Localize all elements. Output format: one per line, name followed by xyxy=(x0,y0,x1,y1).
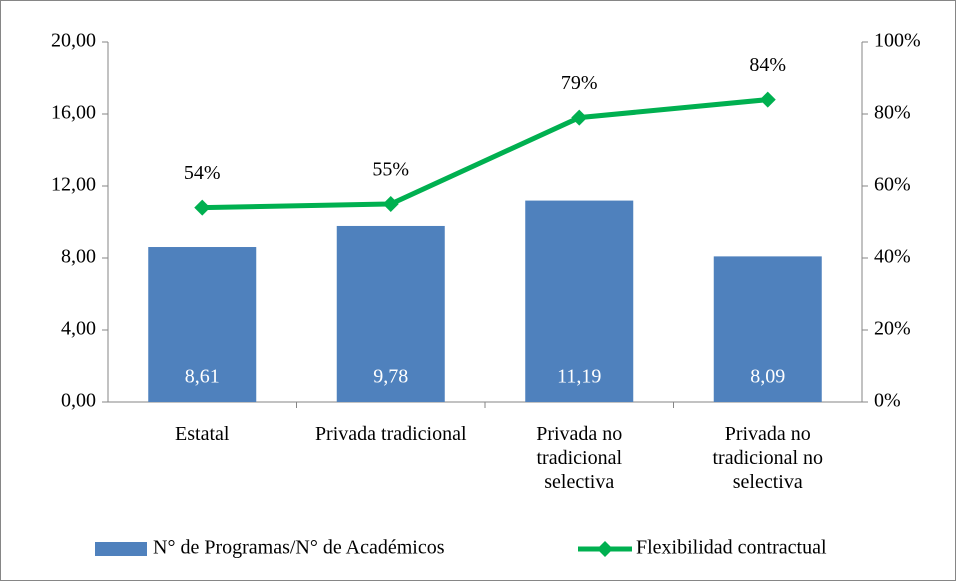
x-tick-label: Privada no tradicional selectiva xyxy=(536,423,623,493)
y2-tick-label: 60% xyxy=(874,174,911,196)
bar-value-label: 11,19 xyxy=(557,366,601,388)
y2-tick-label: 20% xyxy=(874,318,911,340)
bar-value-label: 9,78 xyxy=(373,366,408,388)
y2-tick-label: 80% xyxy=(874,102,911,124)
x-tick-label: Privada no tradicional no selectiva xyxy=(712,423,824,493)
legend-label: Flexibilidad contractual xyxy=(636,537,827,559)
bar-value-label: 8,09 xyxy=(750,366,785,388)
y2-tick-label: 40% xyxy=(874,246,911,268)
y-tick-label: 12,00 xyxy=(51,174,96,196)
line xyxy=(202,97,768,211)
bar xyxy=(336,225,445,402)
x-tick-label: Privada tradicional xyxy=(314,423,467,445)
line-value-label: 84% xyxy=(749,54,786,76)
bar xyxy=(525,200,634,402)
y2-tick-label: 100% xyxy=(874,30,921,52)
x-tick-label: Estatal xyxy=(175,423,230,445)
y-tick-label: 20,00 xyxy=(51,30,96,52)
legend-label: N° de Programas/N° de Académicos xyxy=(153,537,445,559)
line-marker xyxy=(759,91,776,108)
y-tick-label: 4,00 xyxy=(61,318,96,340)
y-tick-label: 0,00 xyxy=(61,390,96,412)
y2-tick-label: 0% xyxy=(874,390,901,412)
line-marker xyxy=(194,199,211,216)
line-value-label: 79% xyxy=(561,72,598,94)
legend-swatch xyxy=(95,542,147,556)
bar xyxy=(148,247,257,402)
bar xyxy=(713,256,822,402)
line-value-label: 54% xyxy=(184,162,221,184)
legend-marker xyxy=(597,541,613,557)
line-marker xyxy=(571,109,588,126)
line-marker xyxy=(382,196,399,212)
bar-value-label: 8,61 xyxy=(185,366,220,388)
line-value-label: 55% xyxy=(372,159,409,181)
y-tick-label: 8,00 xyxy=(61,246,96,268)
y-tick-label: 16,00 xyxy=(51,102,96,124)
